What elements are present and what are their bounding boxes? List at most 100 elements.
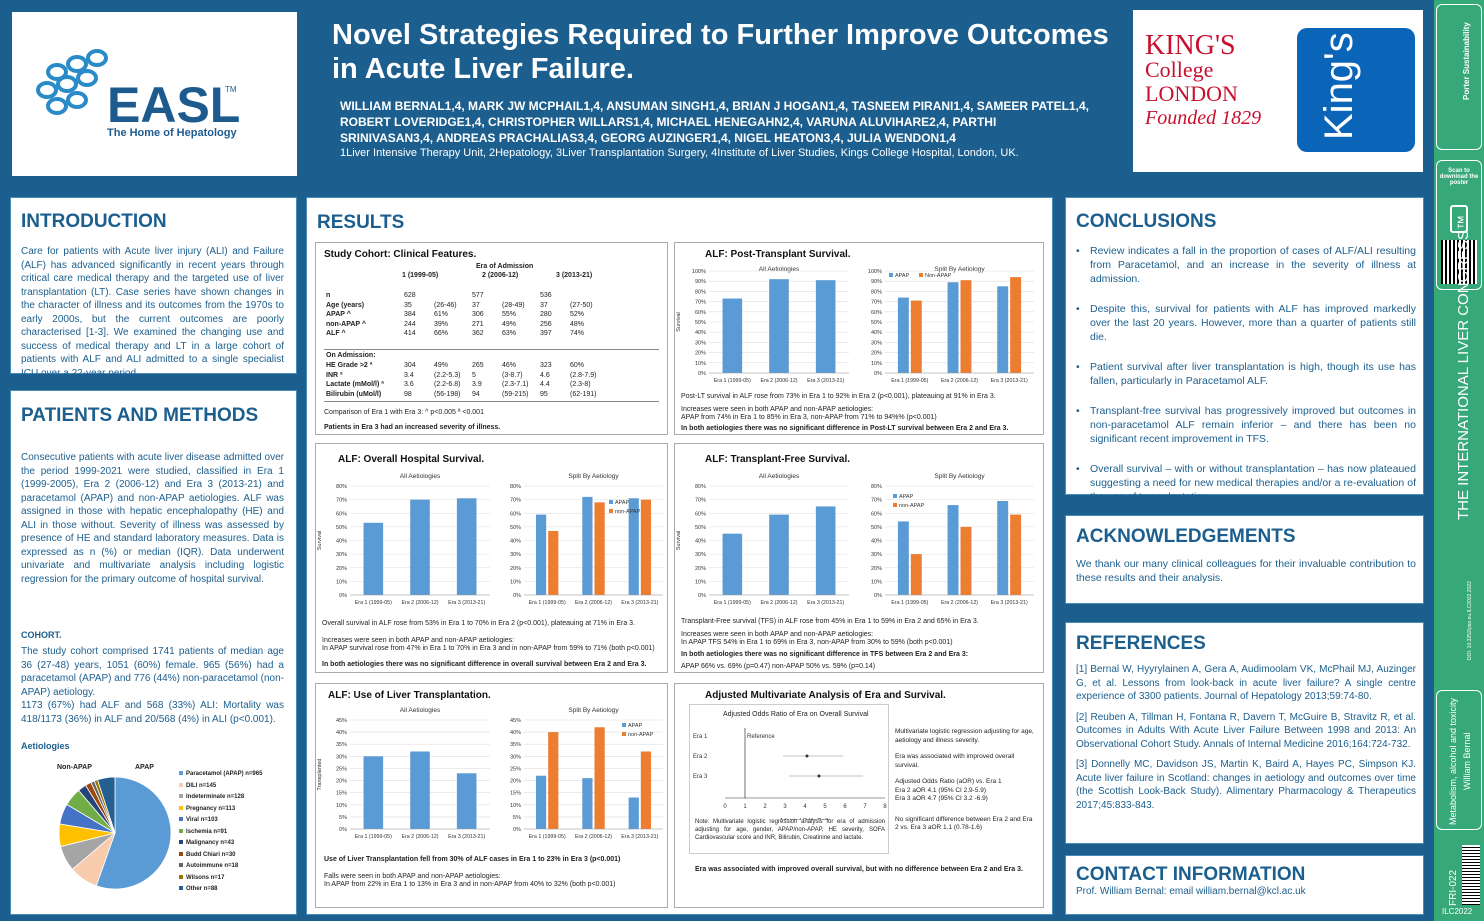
tick-label: 1 [743,804,747,810]
bar [456,773,477,829]
table-cell: 256 [540,320,552,328]
table-cell: 536 [540,292,552,300]
contact-email[interactable]: Prof. William Bernal: email william.bern… [1076,886,1306,897]
tick-label: Era 3 (2013-21) [807,600,844,606]
tick-label: Era 1 (1999-05) [714,378,751,384]
tick-label: 30% [695,552,706,558]
tick-label: 35% [510,742,521,748]
tick-label: Era 3 (2013-21) [621,600,658,606]
row-label: Era 3 [693,774,708,780]
table-cell: (2.8-7.9) [570,371,597,379]
table-cell: (28-49) [502,301,525,309]
point-estimate [805,754,809,758]
tick-label: 60% [695,511,706,517]
kings-college-logo: KING'S College LONDON Founded 1829 King'… [1133,10,1423,172]
bar [815,506,836,595]
tick-label: 6 [843,804,847,810]
table-cell: 60% [570,362,585,370]
table-cell: (56-198) [434,390,461,398]
tick-label: Era 2 (2006-12) [760,600,797,606]
lt-use-split-chart: Split By Aetiology 0% 5% 10% 15% 20% 25% 30% 35%… [510,707,663,840]
tick-label: 0% [874,593,882,599]
qr-code[interactable] [1441,240,1477,284]
table-cell: INR ª [326,371,343,379]
legend-swatch [179,794,183,798]
aetiology-pie-chart [58,776,172,890]
tick-label: 80% [510,484,521,490]
transplant-free-box: ALF: Transplant-Free Survival. All Aetio… [674,443,1044,673]
tick-label: 45% [510,718,521,724]
bar [815,280,836,373]
table-cell: (2.3-8) [570,381,591,389]
tick-label: 0% [874,371,882,377]
tick-label: 0 [723,804,727,810]
section-heading: CONTACT INFORMATION [1076,864,1306,885]
results-panel: RESULTS Study Cohort: Clinical Features.… [306,197,1053,915]
tick-label: 20% [695,566,706,572]
legend-item: Ischemia n=91 [179,827,262,839]
bar [897,297,909,373]
tick-label: 10% [510,803,521,809]
table-cell: (27-50) [570,301,593,309]
legend-swatch [179,851,183,856]
chart-title: All Aetiologies [400,473,441,480]
tick-label: Era 2 (2006-12) [401,834,438,840]
tick-label: 80% [695,484,706,490]
table-cell: 63% [502,330,517,338]
table-cell: 49% [502,320,517,328]
legend-item: Malignancy n=43 [179,838,262,850]
section-heading: ACKNOWLEDGEMENTS [1076,526,1296,547]
legend-label: Non-APAP [925,273,952,279]
tick-label: 20% [871,351,882,357]
tick-label: Era 1 (1999-05) [714,600,751,606]
tick-label: 40% [510,730,521,736]
phone-icon [1450,205,1468,233]
tick-label: 50% [695,320,706,326]
overall-survival-split-chart: Split By Aetiology 0% 10% 20% 30% 40% 50% 60% 70… [510,473,663,606]
barcode [1462,845,1480,905]
bar [594,727,605,829]
legend-item: Autoimmune n=18 [179,861,262,873]
chart-title: All Aetiologies [759,473,800,480]
tick-label: Era 3 (2013-21) [991,600,1028,606]
legend-swatch [179,805,183,810]
tick-label: 10% [871,361,882,367]
introduction-panel: INTRODUCTION Care for patients with Acut… [10,197,297,379]
chart-title: Split By Aetiology [568,473,619,480]
clinical-table: n 628 577 536 Age (years) 35 (26-46) 37 (28-49) 3… [324,291,606,339]
table-cell [500,291,538,301]
affiliations: 1Liver Intensive Therapy Unit, 2Hepatolo… [340,147,1019,159]
side-banner: Porter Sustainability Scan to download t… [1434,0,1484,921]
pie-legend: Paracetamol (APAP) n=965 DILI n=145 Indete… [179,769,262,896]
tick-label: 15% [336,791,347,797]
table-cell: 384 [404,311,416,319]
conclusions-list: Review indicates a fall in the proportio… [1076,244,1416,520]
table-cell: 3.6 [404,381,414,389]
table-cell: (2.2-5.3) [434,371,461,379]
list-item: Transplant-free survival has progressive… [1076,404,1416,446]
svg-text:TM: TM [225,85,237,94]
table-row: Bilirubin (uMol/l) 98 (56-198) 94 (59-215) 95… [324,390,606,400]
tick-label: 30% [510,754,521,760]
tick-label: 4 [803,804,807,810]
bar [897,521,909,595]
table-cell: 4.6 [540,371,550,379]
legend-label: Autoimmune n=18 [186,863,239,869]
post-lt-split-chart: Split By Aetiology 0% 10% 20% 30% 40% 50% 60% 70… [868,266,1034,384]
table-row: APAP ^ 384 61% 306 55% 280 52% [324,310,606,320]
table-cell: 95 [540,390,548,398]
overall-survival-box: ALF: Overall Hospital Survival. All Aeti… [315,443,668,673]
legend-swatch [889,273,893,277]
tick-label: 70% [695,498,706,504]
easl-tagline: The Home of Hepatology [107,127,237,139]
tick-label: 70% [510,498,521,504]
legend-item: Other n=88 [179,884,262,896]
tick-label: 25% [336,766,347,772]
tick-label: 20% [336,566,347,572]
table-cell: 37 [472,301,480,309]
table-cell: (2.2-6.8) [434,381,461,389]
tick-label: 30% [336,754,347,760]
table-cell: n [326,292,331,300]
legend-swatch [893,494,897,498]
bar [582,778,593,829]
